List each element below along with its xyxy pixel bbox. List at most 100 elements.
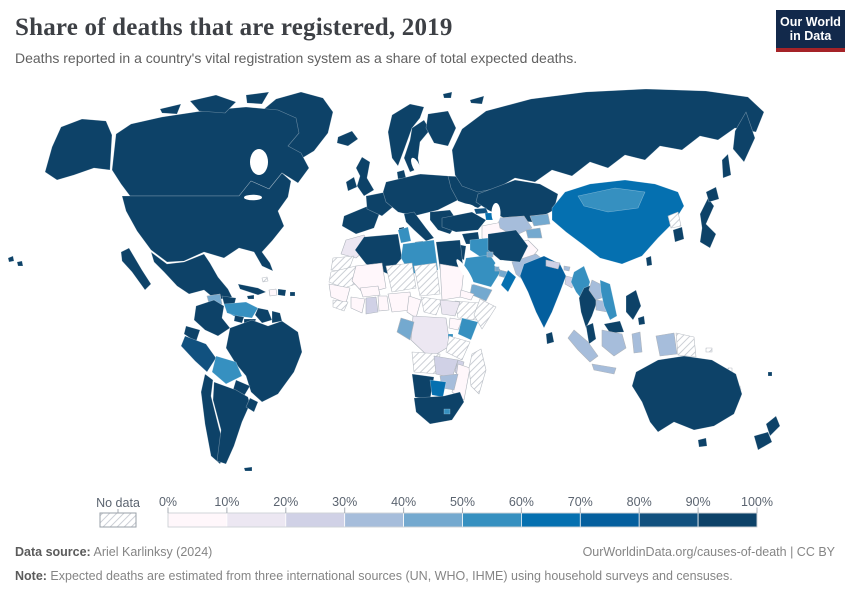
country-iran[interactable] xyxy=(487,229,529,263)
country-uzbekistan[interactable] xyxy=(497,215,533,237)
country-togo-and-benin[interactable] xyxy=(377,295,390,312)
country-peru[interactable] xyxy=(180,335,217,373)
owid-citation-link[interactable]: OurWorldinData.org/causes-of-death | CC … xyxy=(582,545,835,559)
owid-logo[interactable]: Our World in Data xyxy=(776,10,845,52)
legend-bin-30-40%[interactable] xyxy=(344,512,404,528)
country-botswana[interactable] xyxy=(429,379,447,398)
country-new-zealand[interactable] xyxy=(753,431,773,451)
country-guyana[interactable] xyxy=(254,307,273,324)
country-solomon-islands[interactable] xyxy=(705,347,713,353)
country-democratic-republic-of-congo[interactable] xyxy=(410,315,451,359)
country-ghana[interactable] xyxy=(365,296,379,315)
country-uruguay[interactable] xyxy=(245,397,259,413)
country-russia[interactable] xyxy=(469,95,485,105)
country-north-korea[interactable] xyxy=(667,211,682,229)
country-bangladesh[interactable] xyxy=(564,275,575,289)
country-laos[interactable] xyxy=(588,279,605,301)
country-kyrgyzstan[interactable] xyxy=(529,213,551,227)
country-tajikistan[interactable] xyxy=(525,227,543,239)
country-kenya[interactable] xyxy=(457,317,479,341)
country-cameroon[interactable] xyxy=(406,295,422,319)
country-indonesia[interactable] xyxy=(655,332,678,357)
country-japan[interactable] xyxy=(705,186,720,203)
legend-bin-90-100%[interactable] xyxy=(697,512,758,528)
country-malaysia[interactable] xyxy=(585,322,597,345)
country-united-states[interactable] xyxy=(44,118,113,181)
country-russia[interactable] xyxy=(732,111,756,163)
world-choropleth-map[interactable] xyxy=(0,80,850,493)
country-australia[interactable] xyxy=(631,355,743,433)
country-japan[interactable] xyxy=(699,197,717,249)
country-australia[interactable] xyxy=(697,437,708,448)
country-iceland[interactable] xyxy=(336,130,359,147)
country-indonesia[interactable] xyxy=(601,329,627,357)
country-mexico[interactable] xyxy=(120,247,152,291)
country-philippines[interactable] xyxy=(637,315,646,326)
country-sri-lanka[interactable] xyxy=(545,331,555,345)
country-lesotho[interactable] xyxy=(443,408,451,415)
country-burkina-faso[interactable] xyxy=(359,285,381,298)
country-cuba[interactable] xyxy=(237,283,267,296)
legend-bin-0-10%[interactable] xyxy=(167,512,228,528)
country-puerto-rico[interactable] xyxy=(289,291,296,297)
legend-bin-60-70%[interactable] xyxy=(521,512,581,528)
country-somalia[interactable] xyxy=(473,298,497,330)
country-philippines[interactable] xyxy=(625,289,642,321)
country-guinea[interactable] xyxy=(332,299,349,312)
legend-bin-40-50%[interactable] xyxy=(403,512,463,528)
legend-bin-20-30%[interactable] xyxy=(285,512,346,528)
country-indonesia[interactable] xyxy=(591,363,617,375)
country-canada[interactable] xyxy=(159,103,182,115)
country-central-african-republic[interactable] xyxy=(420,296,443,316)
country-indonesia[interactable] xyxy=(567,329,599,363)
country-yemen[interactable] xyxy=(469,283,493,302)
country-uganda[interactable] xyxy=(448,317,463,331)
country-nepal[interactable] xyxy=(545,259,561,270)
country-united-states[interactable] xyxy=(7,255,15,263)
map-color-legend[interactable]: No data 0% 10% 20% 30% 40% 50% 60% 70% 80% 90% 100% xyxy=(0,494,850,534)
country-haiti[interactable] xyxy=(268,288,278,297)
country-russia[interactable] xyxy=(451,88,765,193)
legend-bin-50-60%[interactable] xyxy=(462,512,522,528)
country-venezuela[interactable] xyxy=(223,301,259,319)
country-russia[interactable] xyxy=(442,91,453,99)
country-oman[interactable] xyxy=(500,269,517,293)
country-jamaica[interactable] xyxy=(246,294,255,300)
country-united-kingdom[interactable] xyxy=(355,156,375,197)
country-canada[interactable] xyxy=(245,91,270,105)
country-falkland-islands[interactable] xyxy=(243,466,253,472)
country-canada[interactable] xyxy=(189,94,237,114)
country-new-zealand[interactable] xyxy=(765,415,781,437)
country-dominican-republic[interactable] xyxy=(277,288,287,297)
country-ivory-coast[interactable] xyxy=(350,296,366,314)
legend-bin-70-80%[interactable] xyxy=(579,512,640,528)
country-mexico[interactable] xyxy=(150,251,233,301)
country-papua-new-guinea[interactable] xyxy=(675,332,697,358)
country-kuwait[interactable] xyxy=(486,251,494,258)
country-ireland[interactable] xyxy=(345,176,358,192)
country-finland[interactable] xyxy=(425,110,457,147)
country-fiji[interactable] xyxy=(767,371,773,377)
country-vietnam[interactable] xyxy=(599,279,618,321)
country-india[interactable] xyxy=(519,255,567,329)
country-south-africa[interactable] xyxy=(413,391,465,425)
country-tanzania[interactable] xyxy=(445,335,471,361)
country-taiwan[interactable] xyxy=(645,255,653,267)
country-bolivia[interactable] xyxy=(211,355,243,385)
country-niger[interactable] xyxy=(385,262,417,293)
legend-no-data-swatch[interactable] xyxy=(99,512,137,528)
country-malaysia[interactable] xyxy=(603,320,625,334)
country-russia[interactable] xyxy=(721,153,732,179)
country-indonesia[interactable] xyxy=(631,331,643,354)
country-gabon[interactable] xyxy=(396,317,415,341)
country-bahamas[interactable] xyxy=(261,276,269,283)
legend-bin-10-20%[interactable] xyxy=(226,512,287,528)
country-madagascar[interactable] xyxy=(468,348,487,395)
country-argentina[interactable] xyxy=(212,381,251,465)
country-suriname[interactable] xyxy=(271,310,283,324)
country-south-korea[interactable] xyxy=(672,226,685,243)
country-turkey[interactable] xyxy=(441,211,487,233)
country-mongolia[interactable] xyxy=(577,187,646,213)
country-italy[interactable] xyxy=(403,211,435,242)
country-tunisia[interactable] xyxy=(397,226,412,244)
